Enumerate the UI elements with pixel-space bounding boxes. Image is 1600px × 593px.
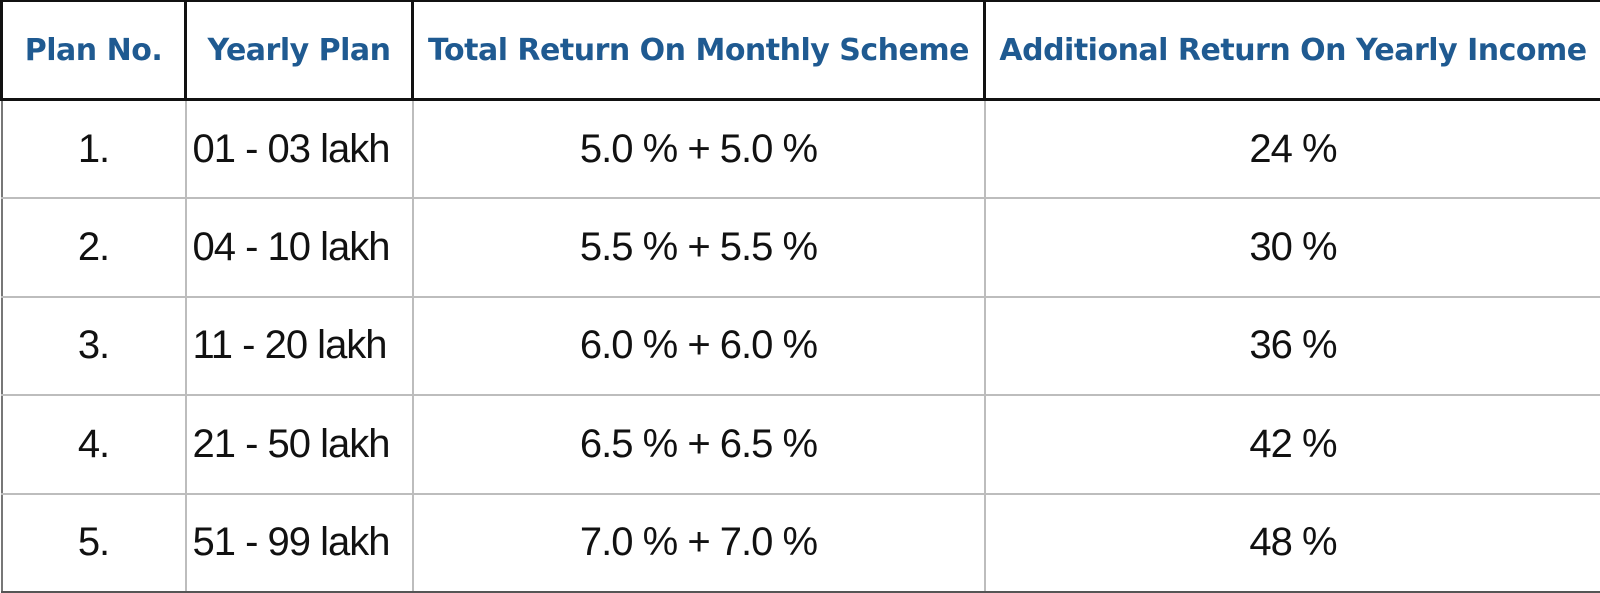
table-cell: 51 - 99 lakh — [184, 492, 414, 593]
table-cell: 2. — [0, 197, 187, 298]
table-cell: 5.0 % + 5.0 % — [411, 98, 986, 200]
table-cell: 11 - 20 lakh — [184, 295, 414, 397]
table-cell: 3. — [0, 295, 187, 397]
column-header: Yearly Plan — [184, 0, 414, 101]
table-cell: 48 % — [983, 492, 1600, 593]
table-cell: 36 % — [983, 295, 1600, 397]
table-cell: 6.5 % + 6.5 % — [411, 394, 986, 495]
table-cell: 30 % — [983, 197, 1600, 298]
table-cell: 4. — [0, 394, 187, 495]
table-row: 2. 04 - 10 lakh 5.5 % + 5.5 % 30 % — [0, 197, 1600, 298]
table-cell: 01 - 03 lakh — [184, 98, 414, 200]
header-row: Plan No. Yearly Plan Total Return On Month… — [0, 0, 1600, 101]
column-header: Total Return On Monthly Scheme — [411, 0, 986, 101]
table-cell: 24 % — [983, 98, 1600, 200]
table-cell: 21 - 50 lakh — [184, 394, 414, 495]
table-row: 1. 01 - 03 lakh 5.0 % + 5.0 % 24 % — [0, 98, 1600, 200]
table-body: 1. 01 - 03 lakh 5.0 % + 5.0 % 24 % 2. 04 - 10… — [0, 98, 1600, 593]
column-header: Additional Return On Yearly Income — [983, 0, 1600, 101]
table-row: 4. 21 - 50 lakh 6.5 % + 6.5 % 42 % — [0, 394, 1600, 495]
table-cell: 7.0 % + 7.0 % — [411, 492, 986, 593]
table-row: 3. 11 - 20 lakh 6.0 % + 6.0 % 36 % — [0, 295, 1600, 397]
table-cell: 1. — [0, 98, 187, 200]
table-row: 5. 51 - 99 lakh 7.0 % + 7.0 % 48 % — [0, 492, 1600, 593]
table-cell: 5. — [0, 492, 187, 593]
table-cell: 04 - 10 lakh — [184, 197, 414, 298]
table-cell: 5.5 % + 5.5 % — [411, 197, 986, 298]
table-cell: 6.0 % + 6.0 % — [411, 295, 986, 397]
column-header: Plan No. — [0, 0, 187, 101]
table-cell: 42 % — [983, 394, 1600, 495]
table-header: Plan No. Yearly Plan Total Return On Month… — [0, 0, 1600, 101]
